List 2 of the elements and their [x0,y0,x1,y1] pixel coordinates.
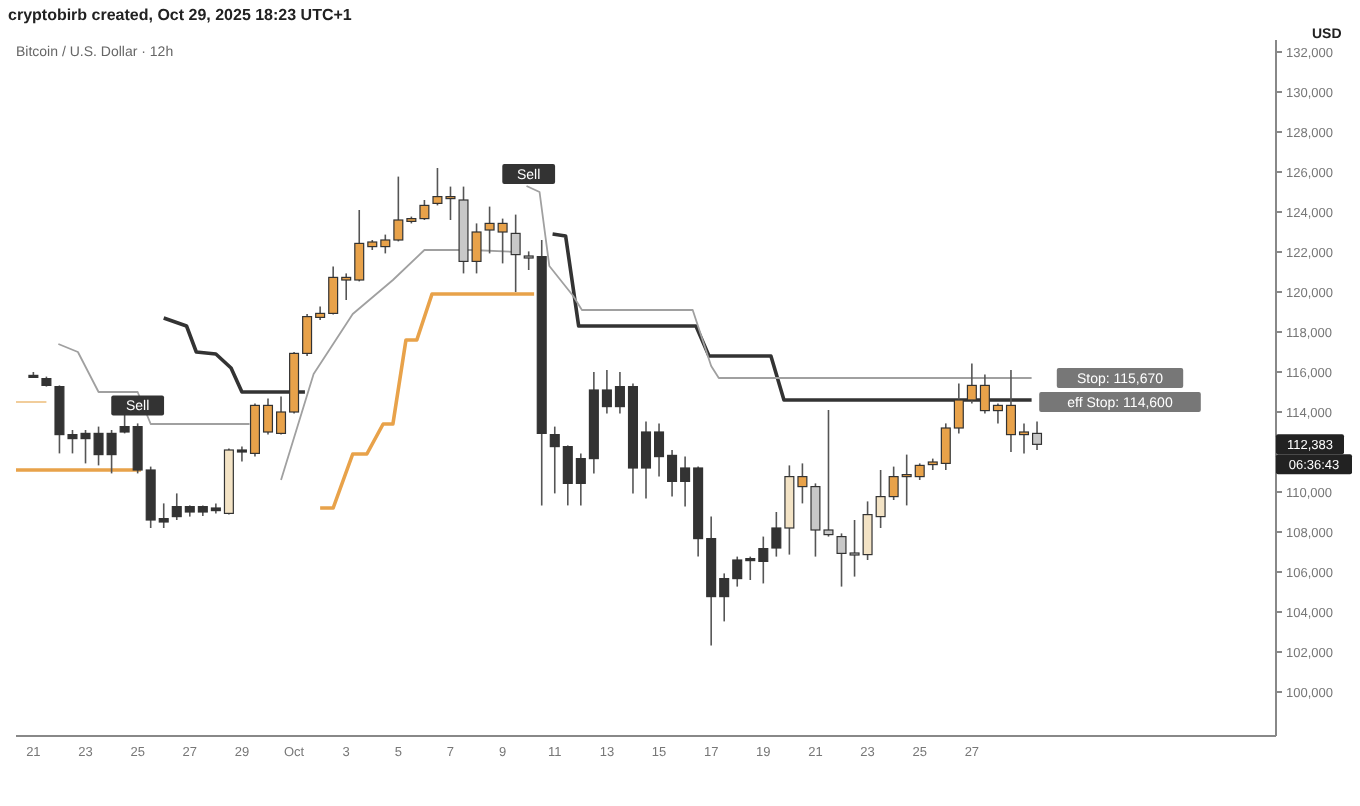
candlestick [510,213,521,293]
chart-subtitle: cryptobirb created, Oct 29, 2025 18:23 UTC+1 [8,6,353,24]
